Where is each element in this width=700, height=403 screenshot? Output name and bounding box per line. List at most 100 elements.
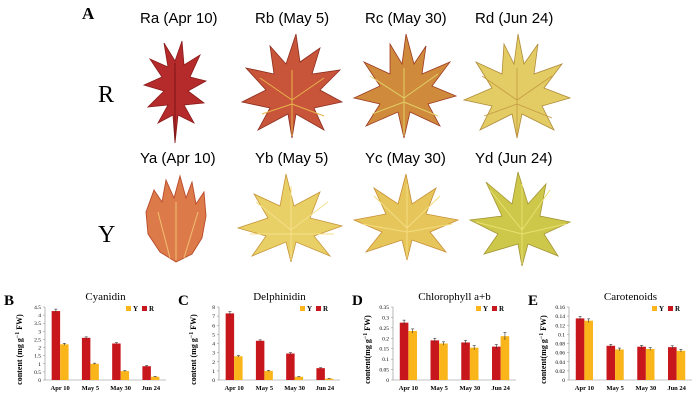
bar-y-0 [234,356,243,380]
column-header-ya: Ya (Apr 10) [140,150,216,167]
panel-a-label: A [82,4,95,23]
bar-y-1 [264,370,273,380]
column-header-rd: Rd (Jun 24) [475,10,554,27]
bar-y-1 [90,363,99,380]
x-tick-label: May 5 [430,385,448,392]
y-axis-label: content (mg g−1 FW) [15,314,24,385]
bar-r-3 [492,346,501,380]
bar-r-0 [399,322,409,380]
legend-label-r: R [323,305,329,313]
chart-panel-c: C Delphinidin 0 1 2 3 4 5 6 7 8 content (mg g−1 FW)… [178,291,340,392]
x-tick-label: Apr 10 [575,385,594,392]
legend-label-r: R [499,305,505,313]
chart-panel-e: E Carotenoids 0 0.02 0.04 0.06 0.08 0.1 0.12 0.14… [528,291,692,392]
column-header-rb: Rb (May 5) [255,10,330,27]
panel-label-e: E [528,293,538,309]
x-tick-label: Apr 10 [51,385,70,392]
x-tick-label: Jun 24 [142,385,161,392]
bar-y-2 [469,347,479,380]
chart-panel-b: B Cyanidin 0 0.5 1 1.5 2 2.5 3 3.5 4 4.5 content (mg… [4,291,166,392]
bar-r-2 [112,343,121,380]
y-tick-label: 0 [38,378,41,384]
bar-r-2 [461,342,470,380]
bar-r-0 [225,313,235,380]
y-tick-label: 0.04 [555,360,565,366]
bar-y-1 [439,343,448,380]
y-tick-label: 0 [212,378,215,384]
column-header-rc: Rc (May 30) [365,10,447,27]
legend-label-y: Y [307,305,312,313]
leaf-photo-yb [236,173,344,263]
x-tick-label: May 30 [459,385,480,392]
bar-r-0 [51,311,61,380]
y-tick-label: 1 [212,369,215,375]
legend-swatch-r [142,306,147,311]
x-tick-label: Jun 24 [491,385,510,392]
y-tick-label: 0 [562,378,565,384]
y-axis-label: content (mg g−1 FW) [189,314,198,385]
y-tick-label: 7 [212,314,215,320]
bar-r-0 [575,318,585,380]
bar-y-3 [150,376,160,380]
leaf-photo-ra [142,40,208,144]
panel-label-b: B [4,293,14,309]
bar-y-2 [294,376,304,380]
legend-swatch-r [668,306,673,311]
bar-r-1 [81,337,91,380]
y-tick-label: 2 [38,346,41,352]
bar-r-1 [606,345,616,380]
y-tick-label: 0.25 [379,326,389,332]
x-tick-label: May 30 [284,385,305,392]
x-tick-label: Jun 24 [316,385,335,392]
bar-r-1 [255,340,265,380]
y-axis-label: content(mg g−1 FW) [539,315,548,384]
x-tick-label: May 5 [606,385,624,392]
chart-panel-d: D Chlorophyll a+b 0 0.05 0.1 0.15 0.2 0.25 0.3 0.… [352,291,516,392]
leaf-photo-rb [240,33,344,139]
legend-label-y: Y [483,305,488,313]
y-tick-label: 0.05 [379,368,389,374]
legend-swatch-y [476,306,481,311]
leaf-photo-yc [352,173,460,261]
y-tick-label: 1.5 [34,354,41,360]
bar-y-0 [60,344,69,380]
column-header-yd: Yd (Jun 24) [475,150,553,167]
panel-label-c: C [178,293,189,309]
row-label-y: Y [98,222,116,248]
y-tick-label: 0.3 [382,315,389,321]
bar-y-0 [584,320,593,380]
chart-title: Chlorophyll a+b [418,291,491,303]
y-tick-label: 0.2 [382,336,389,342]
bar-y-3 [324,378,334,380]
chart-title: Carotenoids [604,291,657,303]
bar-y-2 [120,371,130,380]
chart-title: Delphinidin [253,291,306,303]
y-tick-label: 5 [212,332,215,338]
bar-r-3 [316,368,325,380]
y-tick-label: 0 [386,378,389,384]
y-tick-label: 0.1 [558,332,565,338]
y-tick-label: 3.5 [34,321,41,327]
y-tick-label: 0.06 [555,351,565,357]
y-tick-label: 0.12 [555,323,565,329]
bar-r-3 [668,347,677,380]
leaf-photo-yd [468,171,572,267]
legend-swatch-r [492,306,497,311]
y-tick-label: 0.08 [555,342,565,348]
column-header-yc: Yc (May 30) [365,150,446,167]
column-header-yb: Yb (May 5) [255,150,329,167]
bar-y-2 [645,348,655,380]
x-tick-label: May 5 [82,385,100,392]
legend-swatch-y [300,306,305,311]
y-tick-label: 2 [212,360,215,366]
legend-label-y: Y [133,305,138,313]
y-tick-label: 0.35 [379,305,389,311]
x-tick-label: May 5 [256,385,274,392]
bar-r-2 [286,353,295,380]
bar-y-3 [676,350,686,380]
y-tick-label: 0.5 [34,370,41,376]
bar-r-1 [430,340,440,380]
row-label-r: R [98,82,115,108]
y-tick-label: 0.16 [555,305,565,311]
chart-title: Cyanidin [85,291,126,303]
